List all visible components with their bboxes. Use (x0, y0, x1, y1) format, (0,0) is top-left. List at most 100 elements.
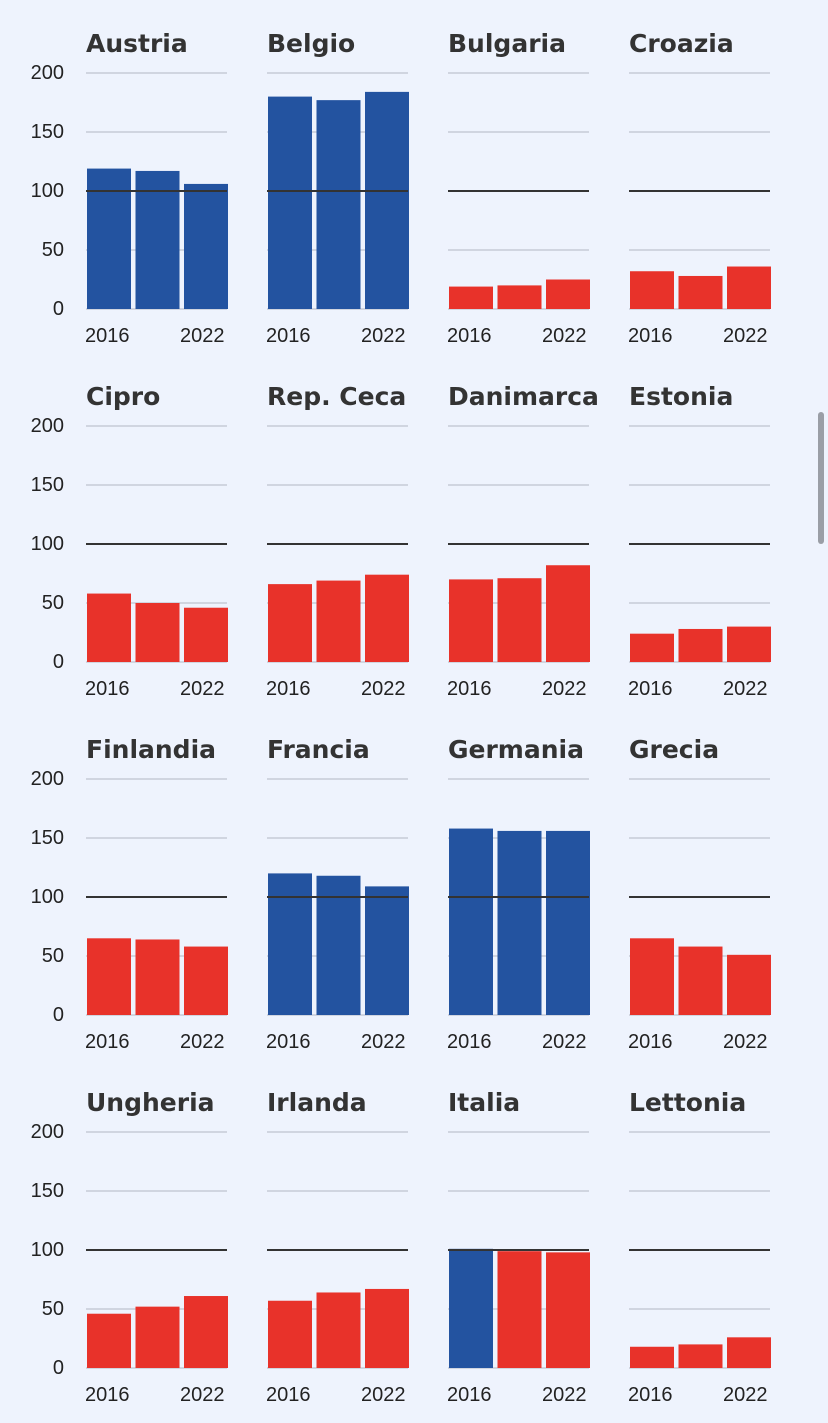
y-tick-label: 100 (30, 533, 64, 555)
y-tick-label: 200 (30, 768, 64, 790)
x-tick-label: 2016 (447, 1031, 492, 1053)
bar (268, 1300, 312, 1368)
panel-title: Italia (448, 1088, 521, 1117)
x-tick-label: 2016 (85, 1384, 130, 1406)
bar (497, 578, 542, 662)
bar (184, 183, 228, 309)
bar (316, 1292, 361, 1368)
y-tick-label: 150 (30, 121, 64, 143)
x-tick-label: 2016 (266, 1031, 311, 1053)
x-tick-label: 2016 (266, 325, 311, 347)
bar (268, 96, 312, 309)
x-tick-label: 2022 (723, 325, 768, 347)
bar (316, 875, 361, 1015)
x-tick-label: 2022 (361, 1384, 406, 1406)
panel-title: Irlanda (267, 1088, 367, 1117)
panel-title: Danimarca (448, 382, 599, 411)
bar (630, 1346, 674, 1368)
x-tick-label: 2016 (266, 678, 311, 700)
x-tick-label: 2022 (542, 1384, 587, 1406)
x-tick-label: 2016 (85, 678, 130, 700)
x-tick-label: 2016 (85, 1031, 130, 1053)
panel-title: Ungheria (86, 1088, 215, 1117)
bar (87, 593, 131, 662)
panel-title: Finlandia (86, 735, 217, 764)
bar (87, 1313, 131, 1368)
y-tick-label: 50 (41, 592, 64, 614)
panel-title: Croazia (629, 29, 734, 58)
bar (184, 1296, 228, 1368)
bar (630, 938, 674, 1015)
bar (497, 1251, 542, 1368)
bar (135, 603, 180, 662)
bar (678, 1344, 723, 1368)
panel-title: Cipro (86, 382, 161, 411)
panel-title: Germania (448, 735, 584, 764)
bar (268, 584, 312, 662)
x-tick-label: 2022 (361, 678, 406, 700)
bar (546, 1252, 590, 1368)
bar (449, 1248, 493, 1368)
y-tick-label: 200 (30, 62, 64, 84)
scrollbar-thumb[interactable] (818, 412, 824, 544)
x-tick-label: 2022 (180, 1384, 225, 1406)
x-tick-label: 2022 (542, 678, 587, 700)
panel-title: Lettonia (629, 1088, 747, 1117)
y-tick-label: 100 (30, 886, 64, 908)
panel-title: Belgio (267, 29, 356, 58)
bar (135, 170, 180, 309)
y-tick-label: 0 (52, 651, 64, 673)
bar (316, 580, 361, 662)
bar (449, 828, 493, 1015)
bar (135, 1306, 180, 1368)
y-tick-label: 200 (30, 415, 64, 437)
bar (316, 100, 361, 309)
bar (365, 574, 409, 662)
x-tick-label: 2022 (723, 1031, 768, 1053)
x-tick-label: 2022 (723, 678, 768, 700)
bar (497, 285, 542, 309)
x-tick-label: 2016 (447, 678, 492, 700)
y-tick-label: 50 (41, 1298, 64, 1320)
y-tick-label: 50 (41, 945, 64, 967)
x-tick-label: 2016 (85, 325, 130, 347)
bar (268, 873, 312, 1015)
x-tick-label: 2022 (180, 325, 225, 347)
x-tick-label: 2016 (628, 325, 673, 347)
bar (135, 939, 180, 1015)
bar (727, 266, 771, 309)
x-tick-label: 2022 (180, 1031, 225, 1053)
bar (365, 91, 409, 309)
x-tick-label: 2022 (361, 1031, 406, 1053)
y-tick-label: 200 (30, 1121, 64, 1143)
bar (449, 286, 493, 309)
panel-title: Grecia (629, 735, 720, 764)
x-tick-label: 2016 (628, 1384, 673, 1406)
bar (678, 946, 723, 1015)
bar (727, 954, 771, 1015)
bar (727, 1337, 771, 1368)
panel-title: Austria (86, 29, 188, 58)
panel-title: Estonia (629, 382, 734, 411)
x-tick-label: 2022 (361, 325, 406, 347)
x-tick-label: 2022 (542, 325, 587, 347)
y-tick-label: 50 (41, 239, 64, 261)
y-tick-label: 0 (52, 1357, 64, 1379)
bar (630, 271, 674, 309)
x-tick-label: 2016 (628, 678, 673, 700)
y-tick-label: 100 (30, 1239, 64, 1261)
y-tick-label: 150 (30, 474, 64, 496)
bar (678, 275, 723, 309)
x-tick-label: 2016 (628, 1031, 673, 1053)
y-tick-label: 150 (30, 1180, 64, 1202)
x-tick-label: 2022 (723, 1384, 768, 1406)
bar (497, 830, 542, 1015)
bar (727, 626, 771, 662)
x-tick-label: 2022 (542, 1031, 587, 1053)
x-tick-label: 2016 (447, 325, 492, 347)
bar (365, 1288, 409, 1368)
panel-title: Francia (267, 735, 370, 764)
bar (546, 565, 590, 662)
bar (449, 579, 493, 662)
